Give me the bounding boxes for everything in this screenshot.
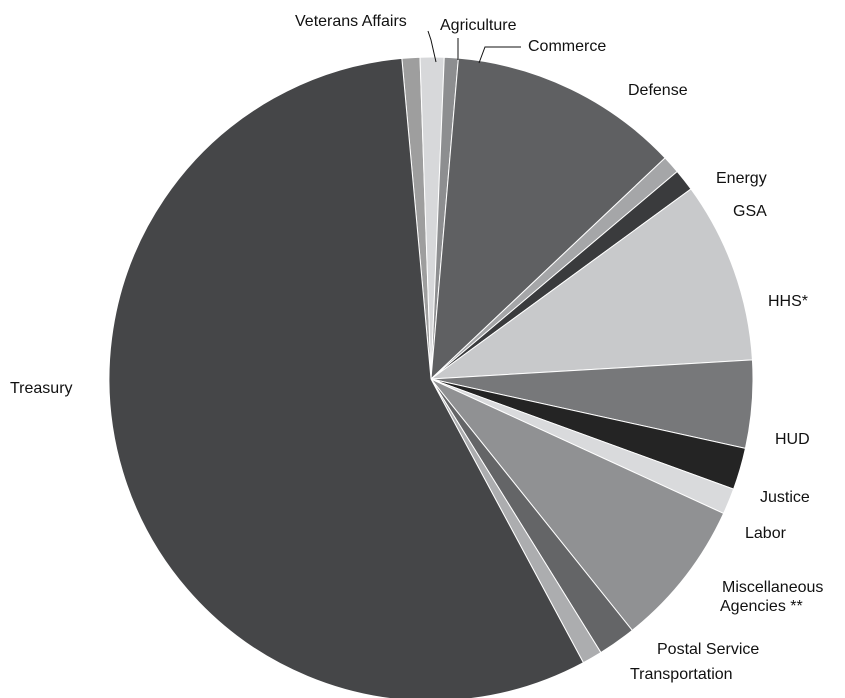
slice-hhs [429,188,753,380]
slice-labels: Veterans Affairs Agriculture Commerce De… [10,13,828,683]
label-transportation: Transportation [630,666,733,683]
slice-miscellaneous-agencies [430,378,725,632]
label-gsa: GSA [733,203,767,220]
label-postal-service: Postal Service [657,641,759,658]
label-miscellaneous-line2: Agencies ** [720,598,803,615]
label-miscellaneous-line1: Miscellaneous [722,579,823,596]
label-labor: Labor [745,525,787,542]
label-leader-lines [427,30,521,64]
label-hud: HUD [775,431,810,448]
label-commerce: Commerce [528,38,606,55]
pie-slices [108,56,754,698]
leader-veterans-affairs [427,30,437,63]
label-defense: Defense [628,82,688,99]
label-treasury: Treasury [10,380,73,397]
label-justice: Justice [760,489,810,506]
slice-treasury [108,57,585,698]
label-agriculture: Agriculture [440,17,517,34]
slice-defense [430,57,666,381]
leader-commerce [478,46,521,64]
label-energy: Energy [716,170,767,187]
label-hhs: HHS* [768,293,808,310]
label-miscellaneous-agencies: Miscellaneous Agencies ** [720,579,828,615]
label-veterans-affairs: Veterans Affairs [295,13,407,30]
